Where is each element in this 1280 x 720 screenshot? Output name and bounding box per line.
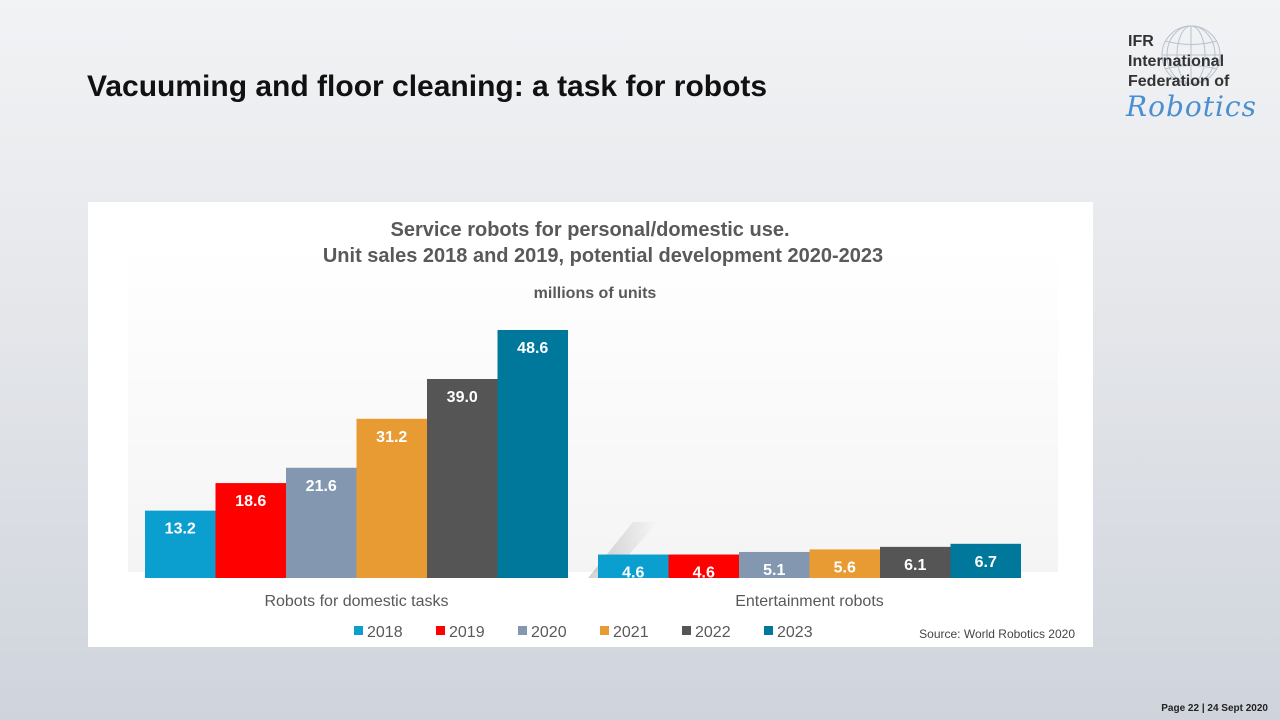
chart-subtitle: millions of units [534,285,657,302]
legend-swatch-2021 [600,626,609,635]
bar-2020-entertainment [739,551,810,578]
data-label-2023-entertainment: 6.7 [975,554,997,571]
category-labels: Robots for domestic tasks Entertainment r… [264,593,883,610]
legend-label-2022: 2022 [695,624,731,641]
legend-label-2023: 2023 [777,624,813,641]
bar-2019-entertainment [668,554,739,578]
bar-2018-domestic [145,510,216,578]
legend: 2018 2019 2020 2021 2022 2023 [354,624,813,641]
globe-icon [1161,25,1221,85]
data-label-2021-entertainment: 5.6 [834,559,856,576]
data-label-2020-domestic: 21.6 [306,478,337,495]
legend-swatch-2020 [518,626,527,635]
data-label-2023-domestic: 48.6 [517,340,548,357]
bar-2022-entertainment [880,546,951,578]
data-label-2019-entertainment: 4.6 [693,565,715,582]
bar-2021-domestic [356,418,427,578]
category-label-domestic: Robots for domestic tasks [264,593,448,610]
source-note: Source: World Robotics 2020 [919,627,1075,641]
data-label-2018-entertainment: 4.6 [622,565,644,582]
data-label-2018-domestic: 13.2 [165,521,196,538]
bar-chart: Service robots for personal/domestic use… [128,219,1075,641]
data-label-2019-domestic: 18.6 [235,493,266,510]
category-label-entertainment: Entertainment robots [735,593,884,610]
bar-2023-entertainment [950,543,1021,578]
bar-2020-domestic [286,467,357,578]
bar-2023-domestic [497,330,568,578]
logo-script: Robotics [1126,90,1257,123]
data-label-2022-domestic: 39.0 [447,389,478,406]
logo-line-3: Federation of [1128,73,1230,90]
legend-swatch-2018 [354,626,363,635]
chart-panel: Service robots for personal/domestic use… [88,202,1093,647]
data-label-2020-entertainment: 5.1 [763,562,785,579]
chart-title-line-1: Service robots for personal/domestic use… [390,219,789,241]
legend-swatch-2023 [764,626,773,635]
page-footer: Page 22 | 24 Sept 2020 [1161,703,1268,714]
legend-label-2020: 2020 [531,624,567,641]
logo-line-1: IFR [1128,33,1154,50]
bars-group: 13.2 18.6 21.6 31.2 39.0 48.6 4.6 4.6 5.1 5.6 6.1 6… [145,330,1021,582]
ifr-logo: IFR International Federation of Robotics [1122,24,1262,124]
legend-label-2021: 2021 [613,624,649,641]
legend-swatch-2022 [682,626,691,635]
data-label-2021-domestic: 31.2 [376,429,407,446]
bar-2019-domestic [215,483,286,578]
bar-2018-entertainment [598,554,669,578]
bar-2021-entertainment [809,549,880,578]
slide-title: Vacuuming and floor cleaning: a task for… [87,70,768,103]
legend-swatch-2019 [436,626,445,635]
data-label-2022-entertainment: 6.1 [904,557,926,574]
logo-line-2: International [1128,53,1225,70]
legend-label-2018: 2018 [367,624,403,641]
chart-title-line-2: Unit sales 2018 and 2019, potential deve… [323,245,883,267]
bar-2022-domestic [427,378,498,578]
legend-label-2019: 2019 [449,624,485,641]
